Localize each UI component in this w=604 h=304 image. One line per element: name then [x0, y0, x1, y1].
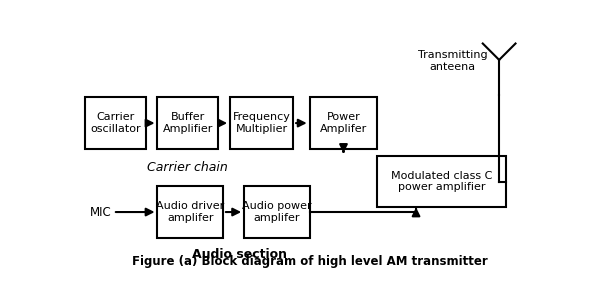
- Text: Audio section: Audio section: [192, 248, 287, 261]
- Text: Frequency
Multiplier: Frequency Multiplier: [233, 112, 291, 134]
- Text: Modulated class C
power amplifier: Modulated class C power amplifier: [391, 171, 492, 192]
- FancyBboxPatch shape: [158, 97, 218, 149]
- FancyBboxPatch shape: [310, 97, 378, 149]
- Text: Transmitting
anteena: Transmitting anteena: [417, 50, 487, 72]
- FancyBboxPatch shape: [85, 97, 146, 149]
- Text: Figure (a) Block diagram of high level AM transmitter: Figure (a) Block diagram of high level A…: [132, 255, 487, 268]
- FancyBboxPatch shape: [378, 156, 506, 207]
- FancyBboxPatch shape: [158, 186, 223, 238]
- Text: MIC: MIC: [91, 206, 112, 219]
- Text: Audio driver
amplifer: Audio driver amplifer: [156, 201, 224, 223]
- FancyBboxPatch shape: [244, 186, 310, 238]
- FancyBboxPatch shape: [230, 97, 293, 149]
- Text: Power
Amplifer: Power Amplifer: [320, 112, 367, 134]
- Text: Carrier chain: Carrier chain: [147, 161, 228, 174]
- Text: Carrier
oscillator: Carrier oscillator: [90, 112, 141, 134]
- Text: Audio power
amplifer: Audio power amplifer: [242, 201, 312, 223]
- Text: Buffer
Amplifier: Buffer Amplifier: [162, 112, 213, 134]
